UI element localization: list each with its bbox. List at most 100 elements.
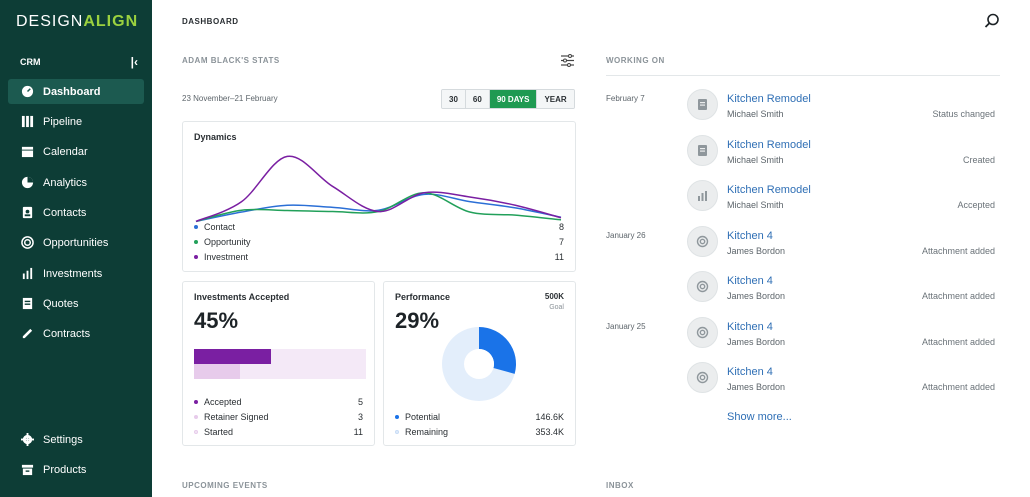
legend-started: Started 11 [194, 427, 363, 437]
show-more-link[interactable]: Show more... [727, 411, 792, 423]
legend-potential: Potential 146.6K [395, 412, 564, 422]
working-on-item-person: James Bordon [727, 336, 786, 347]
sidebar-item-settings[interactable]: Settings [8, 427, 144, 452]
working-on-item-status: Accepted [957, 200, 995, 210]
investments-accepted-title: Investments Accepted [194, 292, 290, 302]
investments-bars [194, 349, 366, 379]
app-logo[interactable]: DESIGNALIGN [16, 13, 138, 31]
working-on-date: January 26 [606, 231, 646, 240]
products-icon [20, 463, 34, 477]
upcoming-events-title: UPCOMING EVENTS [182, 481, 268, 490]
attachment-icon [687, 362, 718, 393]
investments-accepted-percent: 45% [194, 308, 239, 333]
sidebar-item-quotes[interactable]: Quotes [8, 291, 144, 316]
quotes-icon [20, 297, 34, 311]
document-icon [687, 134, 718, 166]
chart-icon [687, 180, 718, 211]
legend-label: Accepted [204, 397, 242, 407]
sidebar-item-label: Calendar [43, 145, 88, 158]
sidebar-item-opportunities[interactable]: Opportunities [8, 230, 144, 255]
performance-title: Performance [395, 292, 451, 302]
page-title: DASHBOARD [182, 17, 239, 26]
series-line-investment [195, 155, 562, 223]
working-on-item-status: Attachment added [921, 382, 995, 392]
date-range[interactable]: 23 November–21 February [182, 94, 278, 103]
sidebar-item-investments[interactable]: Investments [8, 261, 144, 286]
sidebar-item-label: Opportunities [43, 236, 109, 249]
working-on-title: WORKING ON [606, 56, 665, 65]
sidebar-item-analytics[interactable]: Analytics [8, 170, 144, 195]
retainer-bar [194, 364, 241, 379]
investments-icon [20, 267, 34, 281]
legend-value: 146.6K [535, 412, 564, 422]
goal-value: 500K [544, 292, 564, 301]
legend-dot [194, 415, 198, 419]
working-on-item-title[interactable]: Kitchen Remodel [727, 184, 811, 196]
legend-label: Contact [204, 222, 236, 232]
legend-label: Started [204, 427, 234, 437]
sidebar-item-label: Quotes [43, 297, 79, 310]
sidebar-item-label: Contracts [43, 327, 91, 340]
filter-settings-icon[interactable] [560, 54, 575, 67]
legend-value: 353.4K [535, 427, 564, 437]
sidebar-item-dashboard[interactable]: Dashboard [8, 79, 144, 104]
sidebar-item-label: Contacts [43, 206, 87, 219]
section-header: CRM |‹ [20, 55, 138, 69]
legend-dot [194, 430, 198, 434]
logo-right: ALIGN [83, 13, 139, 30]
working-on-date: January 25 [606, 322, 646, 331]
working-on-item-title[interactable]: Kitchen Remodel [727, 93, 811, 105]
sidebar-item-pipeline[interactable]: Pipeline [8, 109, 144, 134]
legend-dot [194, 225, 198, 229]
bar-track-bottom [194, 364, 366, 379]
working-on-item-title[interactable]: Kitchen Remodel [727, 138, 811, 151]
sidebar-item-products[interactable]: Products [8, 457, 144, 482]
legend-label: Opportunity [204, 237, 251, 247]
search-icon[interactable] [984, 13, 1000, 29]
legend-dot [395, 430, 399, 434]
working-on-item-status: Attachment added [921, 336, 995, 347]
working-on-item-title[interactable]: Kitchen 4 [727, 366, 773, 378]
working-on-item-status: Attachment added [921, 245, 995, 256]
calendar-icon [20, 145, 34, 159]
working-on-date: February 7 [606, 94, 645, 103]
sidebar-item-contracts[interactable]: Contracts [8, 321, 144, 346]
opportunities-icon [20, 236, 34, 250]
legend-value: 11 [353, 427, 363, 437]
legend-contact: Contact 8 [194, 222, 564, 232]
sidebar-item-label: Settings [43, 433, 83, 446]
legend-retainer-signed: Retainer Signed 3 [194, 412, 363, 422]
series-line-contact [195, 193, 562, 223]
attachment-icon [687, 316, 718, 348]
legend-value: 7 [558, 237, 564, 247]
inbox-title: INBOX [606, 481, 634, 490]
period-90-days-button[interactable]: 90 DAYS [489, 90, 538, 108]
legend-opportunity: Opportunity 7 [194, 237, 564, 247]
investments-accepted-card: Investments Accepted 45% Accepted 5 Retai… [182, 281, 375, 446]
legend-value: 5 [357, 397, 363, 407]
sidebar-item-label: Dashboard [43, 85, 101, 98]
working-on-item-title[interactable]: Kitchen 4 [727, 320, 773, 333]
period-60-button[interactable]: 60 [465, 90, 490, 108]
attachment-icon [687, 225, 718, 257]
period-30-button[interactable]: 30 [442, 90, 466, 108]
legend-value: 11 [554, 252, 564, 262]
working-on-item-title[interactable]: Kitchen 4 [727, 229, 773, 242]
legend-value: 3 [357, 412, 363, 422]
period-year-button[interactable]: YEAR [537, 90, 574, 108]
collapse-sidebar-icon[interactable]: |‹ [130, 55, 138, 69]
section-label: CRM [20, 57, 41, 67]
working-on-item-person: Michael Smith [727, 200, 784, 210]
sidebar-item-contacts[interactable]: Contacts [8, 200, 144, 225]
sidebar-item-label: Products [43, 463, 87, 476]
working-on-item-title[interactable]: Kitchen 4 [727, 275, 773, 287]
performance-donut-chart [442, 327, 516, 401]
contracts-icon [20, 327, 34, 341]
working-on-item-person: Michael Smith [727, 109, 784, 119]
legend-dot [194, 400, 198, 404]
sidebar-item-calendar[interactable]: Calendar [8, 139, 144, 164]
performance-percent: 29% [395, 308, 440, 333]
sidebar-item-label: Analytics [43, 176, 88, 189]
legend-label: Potential [405, 412, 441, 422]
dynamics-title: Dynamics [194, 132, 237, 142]
